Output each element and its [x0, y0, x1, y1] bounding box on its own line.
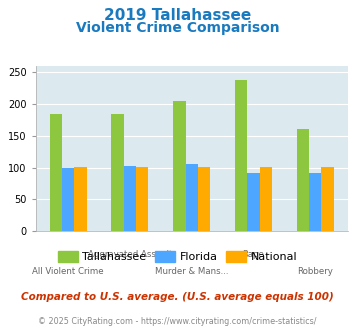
Bar: [111, 114, 124, 231]
Bar: [173, 101, 186, 231]
Bar: [260, 167, 272, 231]
Bar: [50, 114, 62, 231]
Bar: [75, 167, 87, 231]
Bar: [247, 173, 260, 231]
Bar: [136, 167, 148, 231]
Bar: [235, 80, 247, 231]
Text: Aggravated Assault: Aggravated Assault: [88, 250, 172, 259]
Bar: [297, 129, 309, 231]
Bar: [198, 167, 210, 231]
Bar: [124, 166, 136, 231]
Text: Rape: Rape: [242, 250, 264, 259]
Text: © 2025 CityRating.com - https://www.cityrating.com/crime-statistics/: © 2025 CityRating.com - https://www.city…: [38, 317, 317, 326]
Text: Violent Crime Comparison: Violent Crime Comparison: [76, 21, 279, 35]
Bar: [321, 167, 334, 231]
Bar: [62, 168, 75, 231]
Text: 2019 Tallahassee: 2019 Tallahassee: [104, 8, 251, 23]
Legend: Tallahassee, Florida, National: Tallahassee, Florida, National: [53, 247, 302, 267]
Bar: [186, 164, 198, 231]
Text: Compared to U.S. average. (U.S. average equals 100): Compared to U.S. average. (U.S. average …: [21, 292, 334, 302]
Text: All Violent Crime: All Violent Crime: [32, 267, 104, 276]
Text: Murder & Mans...: Murder & Mans...: [155, 267, 229, 276]
Text: Robbery: Robbery: [297, 267, 333, 276]
Bar: [309, 173, 321, 231]
